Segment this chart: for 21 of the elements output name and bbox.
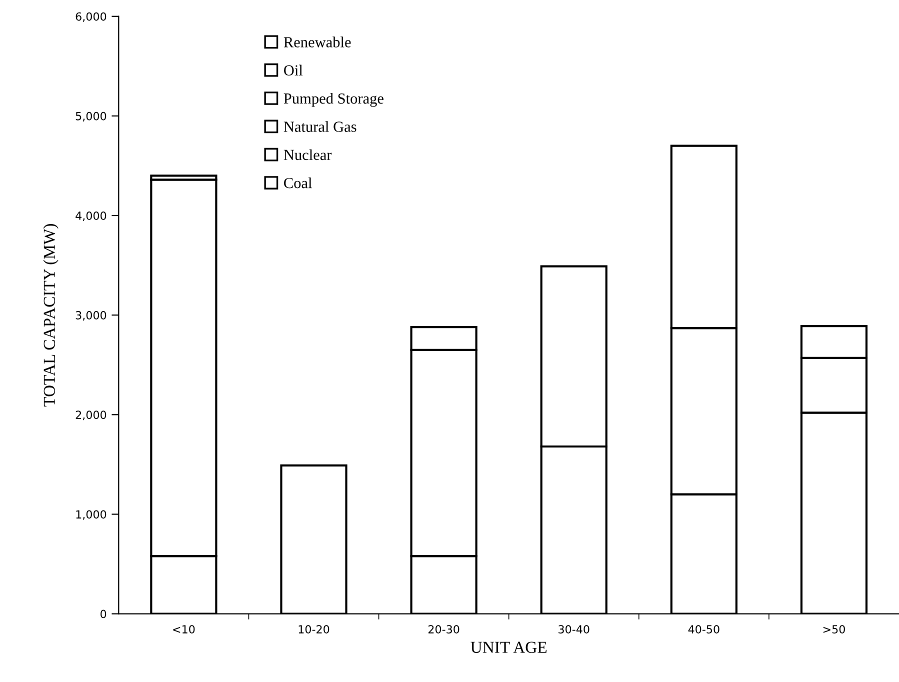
x-tick-label: <10 [173,625,195,634]
y-tick-label: 2,000 [76,410,106,420]
x-tick-label: 40-50 [688,625,720,634]
x-axis-title: UNIT AGE [470,642,547,653]
y-tick-label: 3,000 [76,311,106,321]
legend-label: Coal [284,177,312,188]
y-axis-title: TOTAL CAPACITY (MW) [43,224,58,407]
legend-label: Nuclear [284,149,332,160]
legend-label: Oil [284,64,303,76]
y-tick-label: 5,000 [76,112,106,122]
x-tick-label: 10-20 [298,625,330,634]
legend-label: Renewable [284,36,351,48]
y-tick-label: 0 [100,610,106,618]
legend-label: Pumped Storage [284,92,384,107]
y-tick-label: 4,000 [76,211,106,222]
x-tick-label: 20-30 [428,625,460,634]
legend-label: Natural Gas [284,121,356,132]
x-tick-label: >50 [823,625,845,634]
y-tick-label: 6,000 [76,12,106,22]
x-tick-label: 30-40 [558,625,590,634]
y-tick-label: 1,000 [76,510,106,520]
